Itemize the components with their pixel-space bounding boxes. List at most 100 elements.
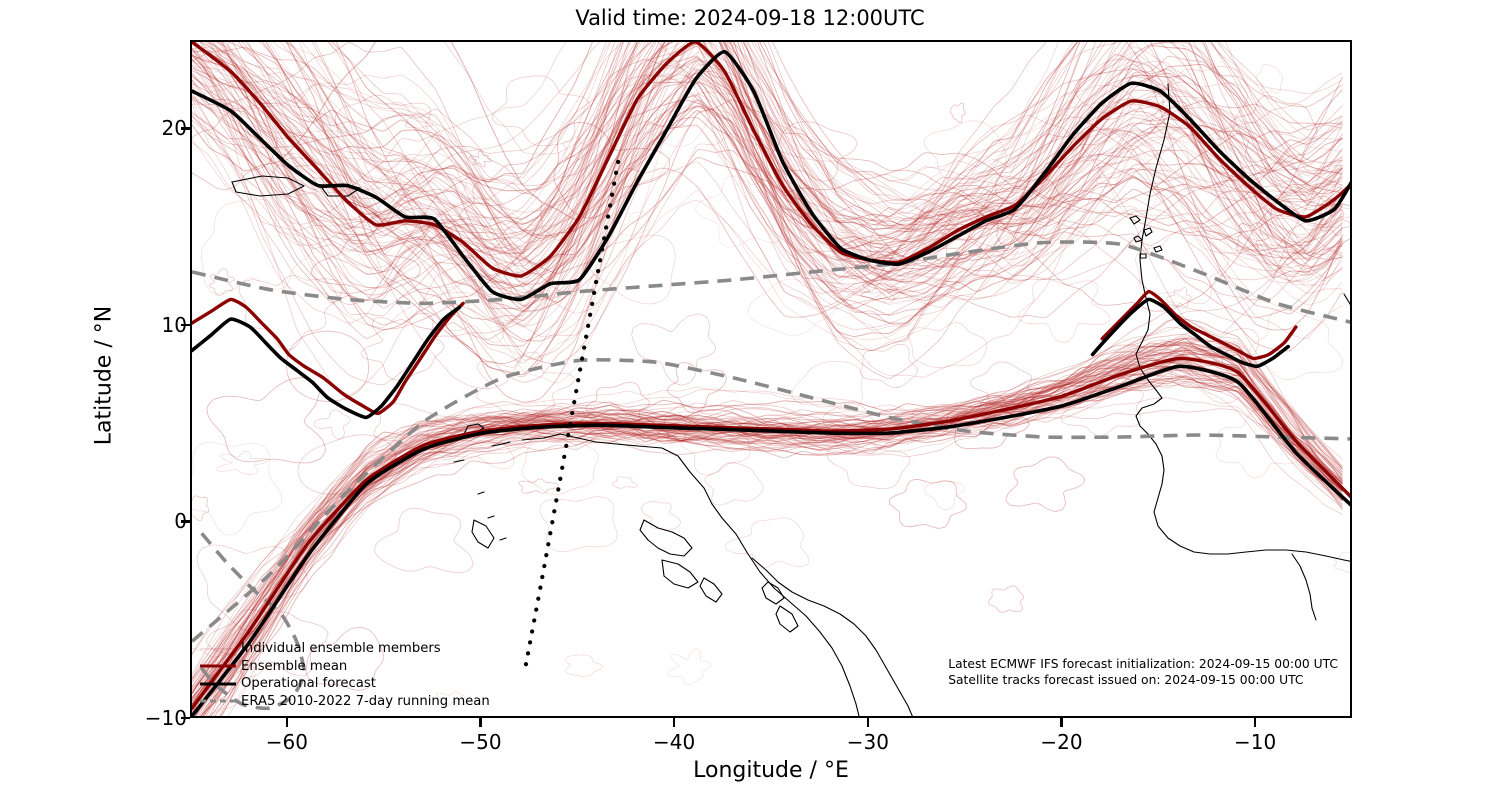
ensemble-member-line xyxy=(272,42,1343,330)
ensemble-member-contour xyxy=(923,480,965,510)
x-tick-mark xyxy=(1060,718,1063,727)
ensemble-member-line xyxy=(192,342,1343,705)
ensemble-member-line xyxy=(200,42,1343,377)
ensemble-member-line xyxy=(194,42,1343,273)
ensemble-member-line xyxy=(232,42,1343,248)
ensemble-member-line xyxy=(192,388,1343,716)
ensemble-member-line xyxy=(207,42,1343,340)
ensemble-member-line xyxy=(299,42,1343,390)
legend-swatch-members xyxy=(200,642,236,656)
satellite-track-layer xyxy=(523,159,621,671)
ensemble-member-contour xyxy=(666,362,727,414)
ensemble-member-contour xyxy=(908,322,988,368)
ensemble-member-line xyxy=(201,42,1343,257)
ensemble-member-line xyxy=(200,340,1343,716)
ensemble-member-line xyxy=(192,352,1343,683)
y-axis-label: Latitude / °N xyxy=(91,305,117,446)
ensemble-member-contour xyxy=(923,120,1007,180)
ensemble-member-line xyxy=(265,42,1343,289)
ensemble-member-contour xyxy=(1320,210,1350,236)
ensemble-member-contour xyxy=(270,157,351,225)
ensemble-member-contour xyxy=(860,282,899,301)
ensemble-member-line xyxy=(192,340,1343,694)
ensemble-member-line xyxy=(220,42,1343,294)
ensemble-member-line xyxy=(192,68,1343,318)
ensemble-member-line xyxy=(245,42,1343,282)
ensemble-member-line xyxy=(192,378,1343,707)
ensemble-member-contour xyxy=(313,409,351,440)
ensemble-member-line xyxy=(192,42,1343,347)
ensemble-member-line xyxy=(192,42,1343,274)
y-tick-label: −10 xyxy=(144,706,187,730)
ensemble-member-contour xyxy=(667,648,711,686)
ensemble-member-line xyxy=(192,350,1343,713)
ensemble-member-contour xyxy=(1255,63,1284,94)
ensemble-member-contour xyxy=(196,544,308,632)
ensemble-member-line xyxy=(192,352,1343,704)
ensemble-member-contour xyxy=(1018,278,1111,343)
x-tick-label: −60 xyxy=(265,730,308,754)
ensemble-member-contour xyxy=(311,234,421,296)
ensemble-member-contour xyxy=(192,647,256,716)
ensemble-member-contour xyxy=(860,344,918,388)
ensemble-member-line xyxy=(226,42,1343,364)
y-tick-label: 20 xyxy=(161,116,187,141)
ensemble-member-contour xyxy=(521,434,599,496)
ensemble-member-line xyxy=(192,42,1343,288)
ensemble-member-line xyxy=(192,310,1343,675)
ensemble-member-line xyxy=(192,47,1343,278)
annotation-line-satellite: Satellite tracks forecast issued on: 202… xyxy=(948,673,1304,688)
ensemble-member-contour xyxy=(1150,81,1249,140)
ensemble-member-contour xyxy=(208,268,235,297)
ensemble-member-contour xyxy=(539,496,618,552)
ensemble-member-contour xyxy=(192,495,210,521)
ensemble-member-line xyxy=(289,42,1343,337)
ensemble-member-line xyxy=(192,348,1343,705)
ensemble-member-line xyxy=(301,42,1343,331)
ensemble-member-contour xyxy=(826,441,911,489)
ensemble-member-contour xyxy=(205,608,329,678)
ensemble-member-line xyxy=(192,344,1343,702)
legend-item-era5: ERA5 2010-2022 7-day running mean xyxy=(200,693,530,711)
x-tick-mark xyxy=(479,718,482,727)
ensemble-member-contour xyxy=(391,163,503,243)
ensemble-member-contour xyxy=(206,377,326,464)
ensemble-member-line xyxy=(192,359,1343,698)
ensemble-member-line xyxy=(314,42,1343,324)
ensemble-member-contour xyxy=(491,75,590,147)
ensemble-member-contour xyxy=(1236,222,1270,254)
legend-item-members: Individual ensemble members xyxy=(200,640,530,658)
x-axis-label: Longitude / °E xyxy=(693,758,849,783)
ensemble-member-line xyxy=(192,42,1343,268)
forecast-metadata-annotation: Latest ECMWF IFS forecast initialization… xyxy=(948,657,1338,689)
y-tick-mark xyxy=(181,520,190,523)
ensemble-member-line xyxy=(192,48,1343,274)
ensemble-member-contour xyxy=(335,95,442,170)
ensemble-member-line xyxy=(232,42,1343,276)
legend-swatch-ensemble-mean xyxy=(200,659,236,673)
ensemble-member-line xyxy=(192,357,1343,694)
ensemble-member-line xyxy=(216,42,1343,379)
ensemble-member-line xyxy=(287,42,1343,254)
ensemble-member-contour xyxy=(747,278,838,336)
page-title: Valid time: 2024-09-18 12:00UTC xyxy=(575,6,925,30)
ensemble-member-line xyxy=(241,42,1343,267)
ensemble-member-contour xyxy=(565,654,603,677)
ensemble-member-contour xyxy=(822,403,879,449)
ensemble-member-contour xyxy=(870,212,948,285)
ensemble-member-line xyxy=(192,361,1343,704)
ensemble-member-contour xyxy=(1270,198,1350,267)
legend-swatch-operational xyxy=(200,677,236,691)
ensemble-member-line xyxy=(327,42,1343,270)
ensemble-member-contour xyxy=(768,121,858,182)
ensemble-member-line xyxy=(192,42,1343,337)
ensemble-member-contour xyxy=(1097,130,1192,216)
ensemble-member-line xyxy=(212,42,1343,254)
ensemble-member-contour xyxy=(192,441,282,536)
ensemble-member-line xyxy=(192,42,1343,384)
ensemble-member-line xyxy=(204,42,1343,283)
ensemble-member-line xyxy=(194,338,1343,716)
ensemble-member-line xyxy=(218,311,1343,716)
ensemble-member-line xyxy=(192,42,1343,267)
ensemble-member-line xyxy=(192,335,1343,694)
